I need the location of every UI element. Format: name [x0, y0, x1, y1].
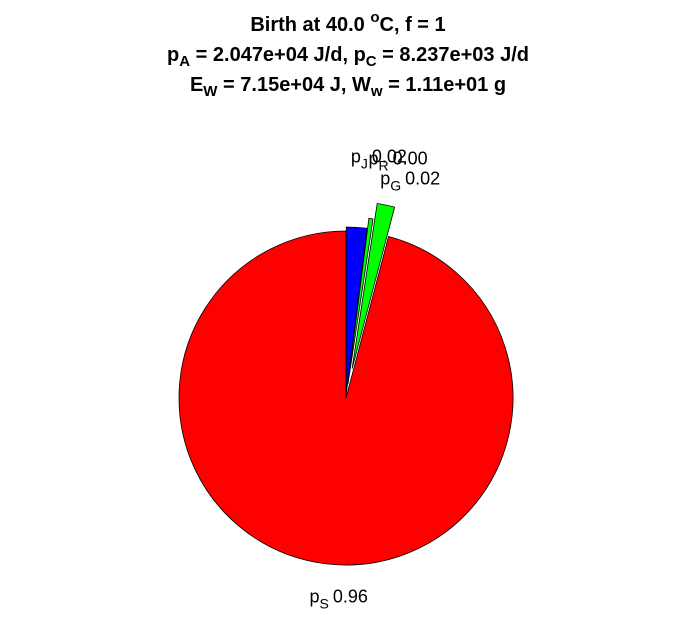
pie-slice-pG	[351, 203, 396, 369]
title-line-2: pA = 2.047e+04 J/d, pC = 8.237e+03 J/d	[167, 44, 529, 70]
title-line-1: Birth at 40.0 oC, f = 1	[250, 9, 446, 36]
slice-label-pR: pR 0.00	[369, 148, 428, 173]
pie-slice-pR	[347, 218, 374, 385]
slice-label-pJ: pJ 0.02	[351, 146, 407, 171]
title-line-3: EW = 7.15e+04 J, Ww = 1.11e+01 g	[189, 74, 507, 100]
slice-label-pG: pG 0.02	[380, 169, 440, 194]
chart-title: Birth at 40.0 oC, f = 1 pA = 2.047e+04 J…	[0, 10, 696, 100]
pie-slice-pS	[178, 230, 514, 566]
slice-label-pS: pS 0.96	[310, 586, 368, 611]
pie-slice-pJ	[345, 226, 368, 395]
